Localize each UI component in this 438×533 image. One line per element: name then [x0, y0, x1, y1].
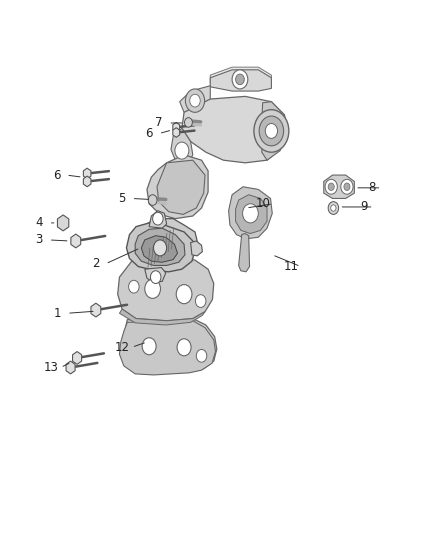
Circle shape — [177, 339, 191, 356]
Polygon shape — [239, 233, 250, 272]
Circle shape — [236, 74, 244, 85]
Polygon shape — [66, 361, 75, 374]
Polygon shape — [141, 236, 177, 262]
Polygon shape — [83, 176, 91, 187]
Circle shape — [265, 124, 278, 139]
Polygon shape — [121, 319, 217, 374]
Polygon shape — [71, 234, 81, 248]
Circle shape — [142, 338, 156, 355]
Polygon shape — [127, 223, 195, 272]
Text: 10: 10 — [256, 197, 271, 211]
Polygon shape — [149, 211, 166, 228]
Polygon shape — [180, 86, 210, 112]
Polygon shape — [191, 241, 202, 256]
Text: 7: 7 — [155, 117, 162, 130]
Polygon shape — [147, 155, 208, 219]
Polygon shape — [91, 303, 101, 317]
Circle shape — [328, 183, 334, 190]
Circle shape — [195, 295, 206, 308]
Text: 4: 4 — [35, 216, 43, 229]
Circle shape — [232, 70, 248, 89]
Circle shape — [176, 285, 192, 304]
Circle shape — [196, 350, 207, 362]
Text: 5: 5 — [118, 192, 126, 205]
Polygon shape — [210, 67, 272, 87]
Polygon shape — [210, 70, 272, 91]
Text: 11: 11 — [283, 260, 299, 273]
Circle shape — [254, 110, 289, 152]
Polygon shape — [157, 160, 205, 214]
Text: 8: 8 — [368, 181, 375, 195]
Circle shape — [243, 204, 258, 223]
Polygon shape — [236, 195, 267, 233]
Circle shape — [145, 279, 160, 298]
Text: 1: 1 — [54, 307, 61, 320]
Polygon shape — [182, 96, 287, 163]
Text: 13: 13 — [43, 361, 58, 374]
Circle shape — [152, 212, 163, 225]
Circle shape — [129, 280, 139, 293]
Polygon shape — [262, 102, 287, 160]
Text: 6: 6 — [53, 168, 60, 182]
Circle shape — [344, 183, 350, 190]
Polygon shape — [145, 268, 166, 282]
Circle shape — [325, 179, 337, 194]
Polygon shape — [57, 215, 69, 231]
Circle shape — [148, 195, 157, 205]
Polygon shape — [120, 321, 215, 375]
Circle shape — [153, 240, 166, 256]
Polygon shape — [137, 219, 197, 259]
Polygon shape — [229, 187, 272, 239]
Text: 9: 9 — [360, 200, 368, 213]
Circle shape — [190, 94, 200, 107]
Circle shape — [175, 142, 189, 159]
Circle shape — [185, 89, 205, 112]
Polygon shape — [324, 175, 354, 198]
Polygon shape — [118, 255, 214, 321]
Polygon shape — [73, 352, 81, 365]
Polygon shape — [135, 228, 185, 265]
Circle shape — [341, 179, 353, 194]
Polygon shape — [173, 123, 180, 132]
Circle shape — [150, 271, 161, 284]
Text: 6: 6 — [145, 127, 153, 140]
Polygon shape — [171, 128, 193, 163]
Text: 3: 3 — [35, 233, 43, 246]
Circle shape — [184, 118, 192, 127]
Circle shape — [328, 201, 339, 214]
Polygon shape — [173, 128, 180, 138]
Polygon shape — [120, 309, 205, 325]
Text: 12: 12 — [115, 341, 130, 354]
Polygon shape — [83, 168, 91, 179]
Circle shape — [259, 116, 284, 146]
Circle shape — [331, 205, 336, 211]
Text: 2: 2 — [92, 257, 99, 270]
